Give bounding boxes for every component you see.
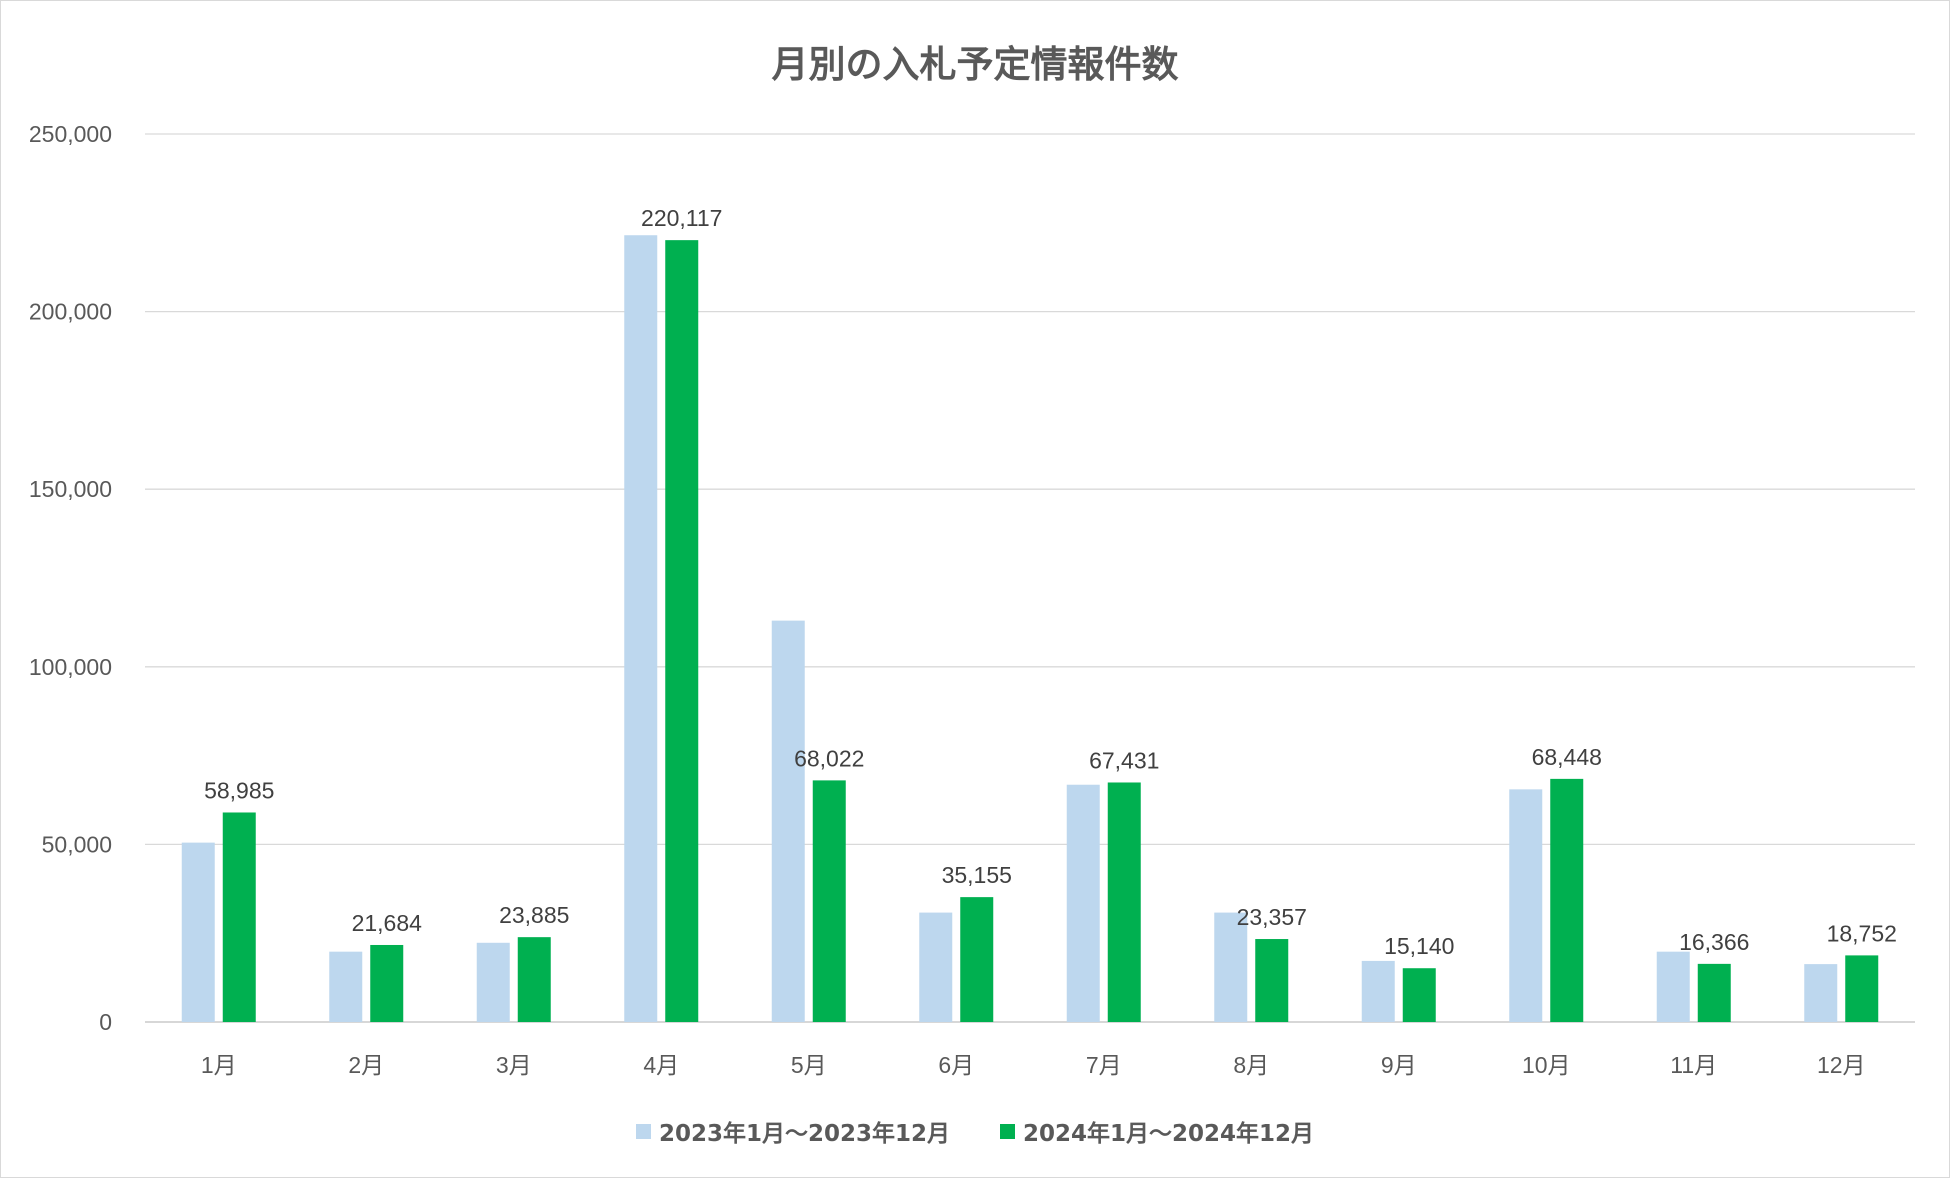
data-label: 21,684: [352, 910, 423, 936]
y-tick-label: 150,000: [29, 476, 112, 502]
bar-2024: [812, 780, 846, 1022]
bar-2023: [476, 942, 510, 1022]
bar-2024: [1402, 968, 1436, 1022]
data-label: 67,431: [1089, 747, 1159, 773]
chart-title: 月別の入札予定情報件数: [771, 43, 1179, 86]
legend-item-2024: 2024年1月～2024年12月: [1000, 1114, 1314, 1148]
bar-2024: [1550, 778, 1584, 1022]
bar-2023: [1214, 912, 1248, 1022]
data-label: 68,022: [794, 745, 864, 771]
legend-item-2023: 2023年1月～2023年12月: [635, 1114, 950, 1148]
x-tick-label: 8月: [1233, 1052, 1269, 1078]
x-tick-label: 7月: [1086, 1052, 1122, 1078]
x-tick-label: 9月: [1381, 1052, 1417, 1078]
data-label: 23,357: [1237, 904, 1307, 930]
x-tick-label: 2月: [348, 1052, 384, 1078]
data-label: 58,985: [204, 777, 274, 803]
bar-2023: [1509, 789, 1543, 1022]
bar-2023: [181, 842, 215, 1022]
data-label: 18,752: [1827, 920, 1897, 946]
legend-swatch-2023: [635, 1123, 651, 1139]
bar-2023: [329, 951, 363, 1022]
bar-2024: [517, 937, 551, 1022]
bar-2023: [1066, 784, 1100, 1022]
bar-2024: [960, 897, 994, 1022]
y-tick-label: 250,000: [29, 121, 112, 147]
bar-2024: [1697, 963, 1731, 1022]
x-tick-label: 3月: [496, 1052, 532, 1078]
bar-2023: [771, 620, 805, 1022]
y-tick-label: 100,000: [29, 654, 112, 680]
bar-2023: [624, 235, 658, 1022]
legend-label-2023: 2023年1月～2023年12月: [658, 1121, 950, 1147]
data-label: 220,117: [641, 205, 722, 231]
bar-2024: [665, 240, 699, 1022]
legend-swatch-2024: [1000, 1123, 1015, 1139]
bar-2023: [1804, 964, 1838, 1022]
data-label: 16,366: [1679, 929, 1749, 955]
legend-label-2024: 2024年1月～2024年12月: [1023, 1121, 1315, 1147]
y-tick-label: 0: [99, 1009, 112, 1035]
y-tick-label: 50,000: [42, 831, 112, 857]
x-tick-label: 1月: [201, 1052, 237, 1078]
x-tick-label: 10月: [1522, 1052, 1571, 1078]
bar-2023: [919, 912, 953, 1022]
y-tick-label: 200,000: [29, 299, 112, 325]
data-label: 35,155: [942, 862, 1012, 888]
data-label: 68,448: [1532, 744, 1602, 770]
bar-2024: [1107, 782, 1141, 1022]
data-label: 23,885: [499, 902, 569, 928]
bar-2023: [1361, 960, 1395, 1022]
x-tick-label: 5月: [791, 1052, 827, 1078]
bar-2024: [1255, 939, 1289, 1022]
bar-2024: [222, 812, 256, 1022]
bar-2024: [1845, 955, 1879, 1022]
x-tick-label: 12月: [1817, 1052, 1866, 1078]
legend: 2023年1月～2023年12月 2024年1月～2024年12月: [0, 1114, 1950, 1148]
bar-2024: [370, 944, 404, 1022]
x-tick-label: 4月: [643, 1052, 679, 1078]
x-tick-label: 11月: [1670, 1052, 1717, 1078]
x-tick-label: 6月: [938, 1052, 974, 1078]
bar-2023: [1656, 951, 1690, 1022]
data-label: 15,140: [1384, 933, 1454, 959]
